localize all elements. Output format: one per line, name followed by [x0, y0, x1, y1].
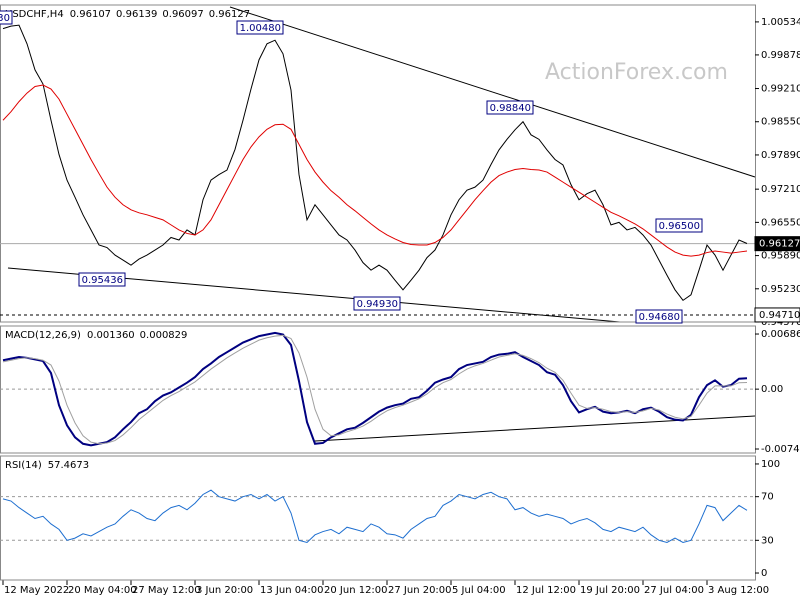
annotation-box	[655, 218, 703, 233]
annotation-box	[635, 309, 683, 324]
annotation-box	[486, 100, 534, 115]
x-tick-label: 12 Jul 12:00	[516, 585, 576, 596]
y-tick-label: 0.99878	[761, 50, 800, 61]
annotation: 1.00480	[240, 23, 281, 34]
x-tick-label: 20 Jun 12:00	[324, 585, 388, 596]
price-box	[754, 236, 800, 252]
x-tick-label: 27 Jun 20:00	[388, 585, 452, 596]
panel-title: MACD(12,26,9)	[5, 330, 81, 341]
trendline	[314, 415, 756, 442]
y-tick-label: 0.96550	[761, 217, 800, 228]
annotation: 0.94680	[639, 312, 680, 323]
y-tick-label: 0.006861	[761, 329, 800, 340]
y-tick-label: 0.97890	[761, 150, 800, 161]
y-tick-label: 1.00534	[761, 17, 800, 28]
indicator-value: 0.001360	[87, 330, 135, 341]
annotation: 0.94930	[357, 299, 398, 310]
y-tick-label: 0.97210	[761, 184, 800, 195]
y-tick-label: 0.95230	[761, 284, 800, 295]
y-tick-label: 0.95890	[761, 251, 800, 262]
indicator-value: 0.000829	[140, 330, 188, 341]
y-tick-label: 0.94570	[761, 317, 800, 328]
ohlc-value: 0.96139	[116, 9, 157, 20]
x-tick-label: 12 May 2022	[4, 585, 69, 596]
annotation: 30	[0, 13, 10, 24]
ohlc-value: 0.96127	[209, 9, 250, 20]
x-tick-label: 5 Jul 04:00	[452, 585, 506, 596]
x-tick-label: 19 Jul 20:00	[580, 585, 640, 596]
y-tick-label: 30	[761, 535, 774, 546]
x-tick-label: 27 Jul 04:00	[644, 585, 704, 596]
ohlc-value: 0.96107	[70, 9, 111, 20]
price-label: 0.94710	[759, 310, 800, 321]
panel-title: USDCHF,H4	[5, 9, 64, 20]
series-line	[2, 334, 748, 445]
annotation: 0.95436	[82, 275, 123, 286]
x-tick-label: 20 May 04:00	[68, 585, 137, 596]
trendline	[229, 6, 756, 178]
series-line	[2, 24, 748, 302]
price-box	[754, 307, 800, 323]
ohlc-value: 0.96097	[162, 9, 203, 20]
y-tick-label: 100	[761, 459, 780, 470]
y-tick-label: 0	[761, 568, 767, 579]
x-tick-label: 13 Jun 04:00	[260, 585, 324, 596]
x-tick-label: 3 Jun 20:00	[196, 585, 253, 596]
y-tick-label: 0.98550	[761, 117, 800, 128]
x-tick-label: 3 Aug 12:00	[708, 585, 769, 596]
annotation-box	[78, 272, 126, 287]
price-label: 0.96127	[759, 239, 800, 250]
y-tick-label: 70	[761, 492, 774, 503]
panel-frame	[0, 455, 756, 581]
annotation-box	[236, 20, 284, 35]
panel-frame	[0, 4, 756, 323]
watermark: ActionForex.com	[545, 60, 728, 85]
annotation-box	[353, 296, 401, 311]
annotation: 0.96500	[659, 221, 700, 232]
panel-title: RSI(14)	[5, 460, 42, 471]
y-tick-label: -0.007454	[761, 444, 800, 455]
x-tick-label: 27 May 12:00	[132, 585, 201, 596]
y-tick-label: 0.99210	[761, 84, 800, 95]
annotation-box	[0, 10, 13, 25]
annotation: 0.98840	[490, 103, 531, 114]
y-tick-label: 0.00	[761, 384, 783, 395]
series-line	[2, 84, 748, 257]
series-line	[2, 489, 748, 544]
indicator-value: 57.4673	[48, 460, 89, 471]
